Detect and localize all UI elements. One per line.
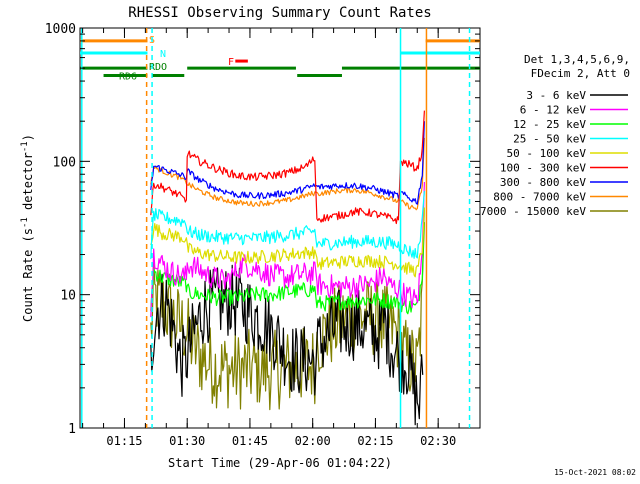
legend-label-5: 100 - 300 keV <box>500 162 586 175</box>
series-line-2 <box>150 207 425 315</box>
y-tick-label: 1000 <box>45 22 76 37</box>
y-label-exponent-2: -1 <box>20 141 30 152</box>
legend-label-7: 800 - 7000 keV <box>493 191 586 204</box>
x-tick-label: 02:30 <box>420 434 456 448</box>
series-line-7 <box>150 137 425 211</box>
plot-frame <box>79 27 481 429</box>
legend: Det 1,3,4,5,6,9, FDecim 2, Att 0 3 - 6 k… <box>480 53 630 218</box>
plot-border <box>79 27 481 429</box>
markers-layer <box>81 28 471 428</box>
y-axis-label: Count Rate (s-1 detector-1) <box>20 134 35 322</box>
x-axis-ticks: 01:15 01:30 01:45 02:00 02:15 02:30 <box>82 28 481 448</box>
x-tick-label: 01:30 <box>169 434 205 448</box>
x-axis-label: Start Time (29-Apr-06 01:04:22) <box>168 456 392 470</box>
series-line-4 <box>150 207 425 278</box>
x-tick-label: 01:45 <box>232 434 268 448</box>
legend-label-6: 300 - 800 keV <box>500 176 586 189</box>
y-label-part-1: Count Rate (s <box>21 228 35 322</box>
x-tick-label: 02:00 <box>295 434 331 448</box>
state-label-n: N <box>160 49 166 60</box>
state-label-rdo: RDO <box>149 62 167 73</box>
chart-title: RHESSI Observing Summary Count Rates <box>128 5 431 21</box>
legend-label-8: 7000 - 15000 keV <box>480 205 586 218</box>
x-tick-label: 02:15 <box>357 434 393 448</box>
timestamp: 15-Oct-2021 08:02 <box>554 468 636 477</box>
y-axis-ticks: 1 10 100 1000 <box>45 22 480 437</box>
y-label-part-3: ) <box>21 134 35 141</box>
legend-header-line-1: Det 1,3,4,5,6,9, <box>524 53 630 66</box>
x-tick-label: 01:15 <box>106 434 142 448</box>
legend-label-3: 25 - 50 keV <box>513 133 586 146</box>
legend-label-2: 12 - 25 keV <box>513 118 586 131</box>
series-line-6 <box>150 121 425 205</box>
series-line-3 <box>150 190 425 260</box>
y-label-exponent-1: -1 <box>20 217 30 228</box>
series-layer <box>150 110 425 426</box>
series-line-0 <box>150 264 424 426</box>
y-tick-label: 100 <box>53 155 76 170</box>
y-tick-label: 10 <box>60 289 76 304</box>
series-line-8 <box>150 222 425 411</box>
series-line-5 <box>150 110 425 225</box>
y-label-part-2: detector <box>21 152 35 217</box>
legend-label-1: 6 - 12 keV <box>520 104 587 117</box>
state-label-rd6: RD6 <box>119 72 137 83</box>
state-label-f: F <box>228 57 234 68</box>
legend-label-0: 3 - 6 keV <box>526 89 586 102</box>
state-bars: SNFRDORD6 <box>80 35 480 83</box>
legend-label-4: 50 - 100 keV <box>507 147 587 160</box>
legend-header-line-2: FDecim 2, Att 0 <box>531 67 630 80</box>
y-tick-label: 1 <box>68 422 76 437</box>
series-line-1 <box>150 181 425 318</box>
